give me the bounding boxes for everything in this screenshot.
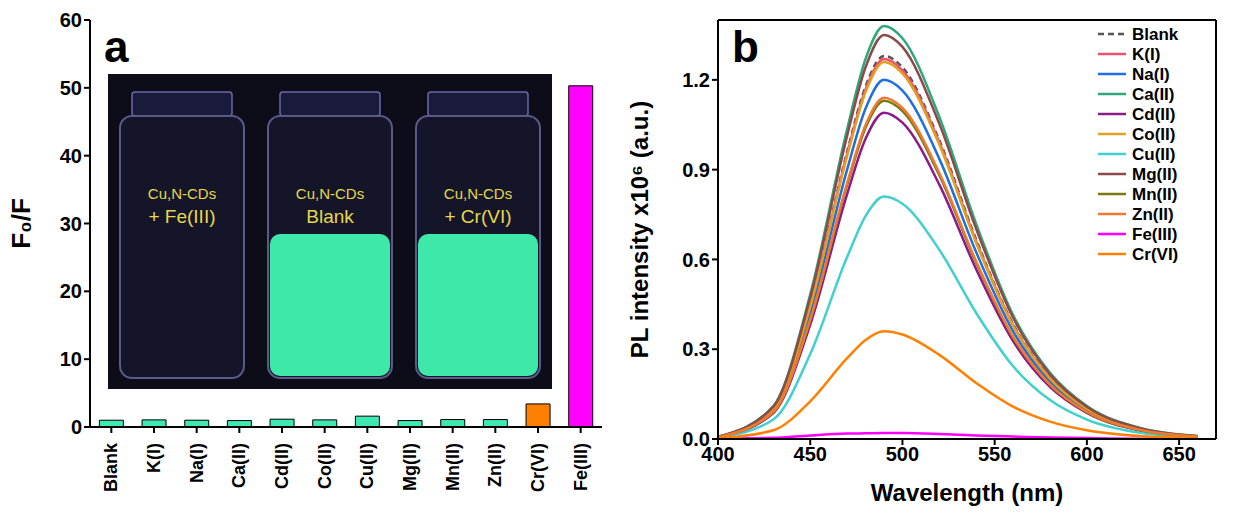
svg-text:Na(I): Na(I) — [187, 443, 207, 483]
svg-text:Cu(II): Cu(II) — [1132, 145, 1175, 164]
svg-text:400: 400 — [701, 443, 735, 466]
svg-text:Mn(II): Mn(II) — [1132, 185, 1177, 204]
svg-text:450: 450 — [794, 443, 827, 465]
svg-text:Cd(II): Cd(II) — [1132, 105, 1175, 124]
svg-text:500: 500 — [886, 443, 919, 465]
svg-text:Blank: Blank — [101, 442, 121, 492]
svg-text:+ Cr(VI): + Cr(VI) — [444, 206, 511, 227]
svg-text:0.6: 0.6 — [682, 249, 710, 271]
svg-text:Mn(II): Mn(II) — [443, 443, 463, 491]
svg-text:K(I): K(I) — [1132, 45, 1160, 64]
svg-text:Wavelength (nm): Wavelength (nm) — [871, 479, 1063, 506]
svg-text:Na(I): Na(I) — [1132, 65, 1170, 84]
svg-text:Zn(II): Zn(II) — [1132, 205, 1174, 224]
svg-text:Co(II): Co(II) — [315, 443, 335, 489]
svg-text:0.0: 0.0 — [682, 428, 710, 450]
svg-text:Cu,N-CDs: Cu,N-CDs — [444, 185, 512, 202]
svg-text:Fe(III): Fe(III) — [1132, 225, 1177, 244]
svg-text:F₀/F: F₀/F — [6, 198, 36, 249]
svg-text:Ca(II): Ca(II) — [229, 443, 249, 488]
svg-text:Cr(VI): Cr(VI) — [1132, 245, 1178, 264]
svg-text:Mg(II): Mg(II) — [1132, 165, 1177, 184]
svg-text:550: 550 — [978, 443, 1011, 465]
svg-text:600: 600 — [1070, 443, 1103, 465]
svg-text:Ca(II): Ca(II) — [1132, 85, 1175, 104]
svg-text:Cu,N-CDs: Cu,N-CDs — [296, 185, 364, 202]
svg-text:0.9: 0.9 — [682, 159, 710, 181]
svg-text:0.3: 0.3 — [682, 338, 710, 360]
svg-text:40: 40 — [60, 145, 82, 167]
svg-text:K(I): K(I) — [144, 443, 164, 473]
svg-text:Cu,N-CDs: Cu,N-CDs — [148, 185, 216, 202]
svg-text:PL intensity x10⁶ (a.u.): PL intensity x10⁶ (a.u.) — [626, 101, 653, 358]
svg-text:+ Fe(III): + Fe(III) — [148, 206, 215, 227]
svg-text:50: 50 — [60, 77, 82, 99]
svg-text:20: 20 — [60, 280, 82, 302]
svg-text:b: b — [732, 22, 759, 71]
svg-text:Blank: Blank — [306, 206, 354, 227]
svg-text:Cu(II): Cu(II) — [357, 443, 377, 489]
svg-text:Fe(III): Fe(III) — [571, 443, 591, 491]
svg-text:0: 0 — [71, 416, 82, 438]
svg-text:Zn(II): Zn(II) — [485, 443, 505, 487]
svg-text:Co(II): Co(II) — [1132, 125, 1175, 144]
svg-text:a: a — [104, 22, 129, 71]
svg-text:Cd(II): Cd(II) — [272, 443, 292, 489]
svg-text:Mg(II): Mg(II) — [400, 443, 420, 491]
svg-text:30: 30 — [60, 213, 82, 235]
svg-text:60: 60 — [60, 9, 82, 31]
svg-text:Blank: Blank — [1132, 25, 1179, 44]
svg-text:1.2: 1.2 — [682, 69, 710, 91]
svg-text:10: 10 — [60, 348, 82, 370]
svg-text:650: 650 — [1162, 443, 1195, 465]
svg-text:Cr(VI): Cr(VI) — [528, 443, 548, 492]
